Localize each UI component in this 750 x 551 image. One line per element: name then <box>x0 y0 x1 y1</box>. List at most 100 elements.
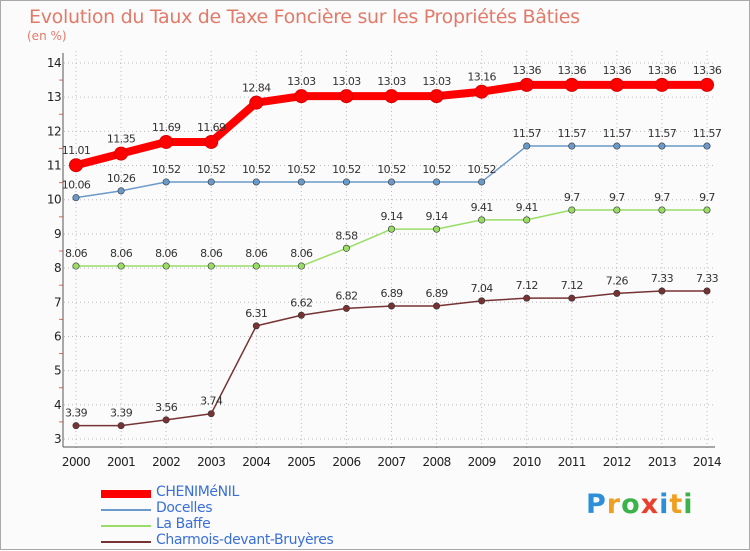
y-tick-label: 3 <box>54 432 61 446</box>
data-label: 10.52 <box>377 163 406 176</box>
data-label: 11.69 <box>197 121 226 134</box>
data-point <box>568 294 576 302</box>
data-label: 10.52 <box>197 163 226 176</box>
series-layer <box>69 77 714 430</box>
data-label: 8.06 <box>200 247 223 260</box>
data-point <box>703 287 711 295</box>
data-point <box>207 410 215 418</box>
data-point <box>433 302 441 310</box>
data-point <box>564 77 579 92</box>
data-point <box>117 187 125 195</box>
legend-label: CHENIMéNIL <box>156 484 239 500</box>
data-point <box>478 216 486 224</box>
data-point <box>162 178 170 186</box>
proxiti-logo: Proxiti <box>586 489 694 520</box>
data-label-layer: 3.39 3.39 3.56 3.74 6.31 6.62 6.82 6.89 6.89 7.04… <box>62 64 723 420</box>
x-tick-label: 2003 <box>197 455 225 469</box>
x-tick-label: 2008 <box>423 455 451 469</box>
data-label: 13.03 <box>332 75 361 88</box>
data-label: 8.06 <box>110 247 133 260</box>
data-point <box>297 262 305 270</box>
data-point <box>474 84 489 99</box>
data-point <box>387 225 395 233</box>
legend-swatch <box>101 541 151 543</box>
data-label: 13.36 <box>693 64 722 77</box>
axis-layer: 3 4 5 6 7 8 9 10 11 12 13 14 2000 2001 2002 2003 2004 200… <box>47 53 722 469</box>
y-tick-label: 8 <box>54 261 61 275</box>
data-label: 6.89 <box>380 287 403 300</box>
data-label: 7.12 <box>516 279 538 292</box>
data-point <box>568 206 576 214</box>
x-tick-label: 2000 <box>62 455 90 469</box>
x-tick-label: 2001 <box>107 455 135 469</box>
data-point <box>117 422 125 430</box>
data-label: 3.56 <box>155 401 178 414</box>
series-docelles <box>72 142 711 202</box>
data-label: 8.06 <box>155 247 178 260</box>
data-label: 13.03 <box>287 75 316 88</box>
data-label: 9.7 <box>609 191 625 204</box>
data-label: 13.36 <box>603 64 632 77</box>
data-label: 9.41 <box>516 201 538 214</box>
data-label: 10.52 <box>467 163 496 176</box>
data-point <box>72 194 80 202</box>
legend-swatch <box>101 525 151 527</box>
series-charmois-devant-bruy-res <box>72 287 711 430</box>
data-point <box>339 89 354 104</box>
data-point <box>72 262 80 270</box>
data-point <box>613 142 621 150</box>
data-point <box>478 297 486 305</box>
data-label: 9.7 <box>564 191 580 204</box>
data-point <box>294 89 309 104</box>
data-point <box>342 304 350 312</box>
data-label: 11.69 <box>152 121 181 134</box>
data-label: 11.57 <box>603 127 632 140</box>
data-label: 8.58 <box>335 229 358 242</box>
data-point <box>342 244 350 252</box>
data-point <box>658 287 666 295</box>
data-label: 9.7 <box>654 191 670 204</box>
data-label: 9.14 <box>380 210 403 223</box>
data-point <box>159 134 174 149</box>
data-label: 8.06 <box>290 247 313 260</box>
data-label: 10.52 <box>152 163 181 176</box>
data-point <box>297 311 305 319</box>
x-tick-label: 2006 <box>332 455 360 469</box>
x-tick-label: 2009 <box>468 455 496 469</box>
data-label: 10.52 <box>242 163 271 176</box>
series-chenim-nil <box>69 77 714 173</box>
data-point <box>387 178 395 186</box>
data-label: 10.52 <box>332 163 361 176</box>
data-point <box>72 422 80 430</box>
data-label: 13.03 <box>377 75 406 88</box>
data-label: 7.26 <box>606 274 629 287</box>
data-label: 12.84 <box>242 82 271 95</box>
x-tick-label: 2002 <box>152 455 180 469</box>
data-label: 6.62 <box>290 296 312 309</box>
y-tick-label: 5 <box>54 364 61 378</box>
data-point <box>478 178 486 186</box>
data-label: 3.39 <box>110 407 133 420</box>
data-label: 9.41 <box>471 201 493 214</box>
data-point <box>252 262 260 270</box>
legend-swatch <box>101 490 151 498</box>
legend-label: La Baffe <box>156 516 211 532</box>
data-point <box>433 225 441 233</box>
legend-swatch <box>101 509 151 511</box>
data-label: 11.57 <box>648 127 677 140</box>
data-label: 6.31 <box>245 307 267 320</box>
data-label: 10.52 <box>422 163 451 176</box>
y-tick-label: 13 <box>47 90 61 104</box>
data-point <box>252 178 260 186</box>
series-la-baffe <box>72 206 711 270</box>
data-point <box>204 134 219 149</box>
y-tick-label: 7 <box>54 295 61 309</box>
x-tick-label: 2005 <box>287 455 315 469</box>
data-point <box>429 89 444 104</box>
data-label: 7.33 <box>696 272 719 285</box>
data-label: 9.7 <box>699 191 715 204</box>
data-point <box>387 302 395 310</box>
data-label: 7.12 <box>561 279 583 292</box>
data-label: 9.14 <box>426 210 449 223</box>
x-tick-label: 2007 <box>377 455 405 469</box>
